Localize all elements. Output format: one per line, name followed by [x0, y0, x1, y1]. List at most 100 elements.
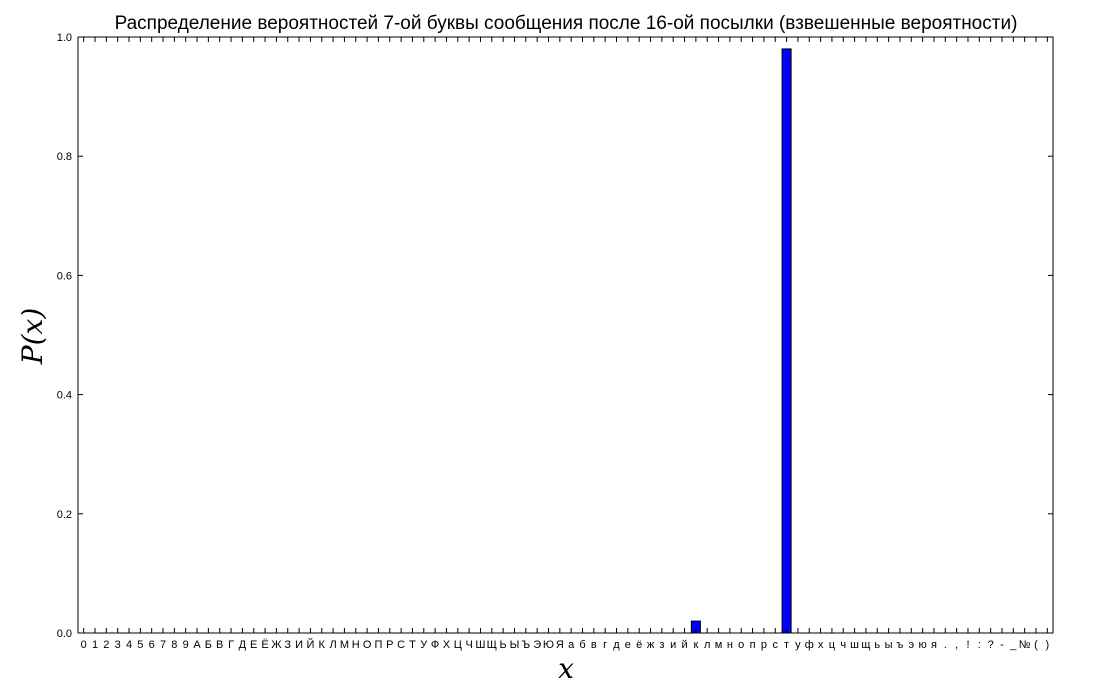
x-tick-label: Ш: [475, 639, 485, 651]
x-tick-label: с: [772, 639, 778, 651]
y-tick-label: 0.2: [57, 509, 72, 521]
chart-title: Распределение вероятностей 7-ой буквы со…: [115, 13, 1018, 34]
x-tick-label: И: [295, 639, 303, 651]
x-tick-label: П: [374, 639, 382, 651]
y-tick-label: 1.0: [57, 32, 72, 44]
x-tick-label: А: [193, 639, 201, 651]
y-tick-label: 0.8: [57, 151, 72, 163]
x-tick-label: 6: [149, 639, 155, 651]
x-tick-label: ?: [988, 639, 994, 651]
x-tick-label: У: [420, 639, 428, 651]
x-axis-label: x: [558, 652, 574, 685]
x-tick-label: 0: [81, 639, 87, 651]
x-tick-label: Л: [329, 639, 336, 651]
x-tick-label: я: [931, 639, 937, 651]
x-tick-label: н: [727, 639, 733, 651]
x-tick-label: ж: [647, 639, 655, 651]
x-tick-label: Ж: [271, 639, 281, 651]
x-tick-label: в: [591, 639, 597, 651]
x-tick-label: Ё: [261, 639, 268, 651]
x-tick-label: М: [340, 639, 349, 651]
x-tick-label: п: [750, 639, 756, 651]
x-tick-label: 1: [92, 639, 98, 651]
y-tick-label: 0.6: [57, 270, 72, 282]
x-tick-label: м: [715, 639, 723, 651]
x-tick-label: 9: [183, 639, 189, 651]
x-tick-label: ш: [850, 639, 859, 651]
x-tick-label: ): [1045, 639, 1049, 651]
x-tick-label: ю: [918, 639, 926, 651]
x-tick-label: а: [568, 639, 575, 651]
x-tick-label: й: [681, 639, 687, 651]
bar-т: [781, 48, 792, 634]
x-tick-label: б: [579, 639, 585, 651]
x-tick-label: е: [625, 639, 631, 651]
x-tick-label: щ: [861, 639, 870, 651]
x-tick-label: Ю: [543, 639, 554, 651]
x-tick-label: у: [795, 639, 801, 651]
x-tick-label: Ы: [510, 639, 520, 651]
x-tick-label: 4: [126, 639, 132, 651]
x-tick-label: Т: [409, 639, 416, 651]
x-tick-label: Д: [239, 639, 247, 651]
x-tick-label: Э: [533, 639, 541, 651]
x-tick-label: Ч: [465, 639, 472, 651]
x-tick-label: ц: [829, 639, 836, 651]
x-tick-label: .: [944, 639, 947, 651]
x-tick-label: р: [761, 639, 767, 651]
x-tick-label: !: [966, 639, 969, 651]
x-tick-label: Ь: [500, 639, 507, 651]
x-tick-label: (: [1034, 639, 1038, 651]
y-axis-label: P(x): [16, 308, 49, 365]
x-tick-label: Ф: [431, 639, 439, 651]
x-tick-label: о: [738, 639, 744, 651]
x-tick-label: 2: [103, 639, 109, 651]
x-tick-label: э: [908, 639, 914, 651]
x-tick-label: д: [613, 639, 620, 651]
x-tick-label: Й: [306, 638, 314, 651]
x-tick-label: -: [1000, 639, 1004, 651]
x-tick-label: ё: [636, 639, 642, 651]
x-tick-label: к: [693, 639, 698, 651]
y-ticks-group: 0.0 0.2 0.4 0.6 0.8 1.0: [57, 32, 1053, 640]
x-tick-label: З: [284, 639, 291, 651]
x-tick-label: г: [603, 639, 607, 651]
x-tick-label: ч: [840, 639, 846, 651]
x-tick-label: ъ: [897, 639, 904, 651]
x-tick-label: х: [818, 639, 824, 651]
y-tick-label: 0.4: [57, 390, 72, 402]
x-tick-label: и: [670, 639, 676, 651]
x-tick-label: №: [1019, 639, 1031, 651]
x-tick-label: Н: [352, 639, 360, 651]
x-tick-label: :: [978, 639, 981, 651]
x-tick-label: _: [1009, 639, 1017, 651]
x-tick-label: 3: [115, 639, 121, 651]
x-tick-label: С: [397, 639, 405, 651]
x-tick-label: Щ: [487, 639, 497, 651]
x-tick-label: 7: [160, 639, 166, 651]
x-tick-label: л: [704, 639, 710, 651]
x-tick-label: Б: [205, 639, 212, 651]
y-tick-label: 0.0: [57, 628, 72, 640]
x-tick-label: Х: [443, 639, 451, 651]
x-tick-label: К: [319, 639, 326, 651]
plot-area: [77, 36, 1054, 634]
x-tick-label: Ц: [454, 639, 462, 651]
x-tick-label: 5: [137, 639, 143, 651]
x-tick-label: ы: [885, 639, 893, 651]
x-tick-label: 8: [171, 639, 177, 651]
x-tick-label: Е: [250, 639, 257, 651]
x-tick-label: Р: [386, 639, 393, 651]
x-tick-label: т: [784, 639, 789, 651]
x-tick-label: ,: [955, 639, 958, 651]
x-tick-label: ь: [874, 639, 880, 651]
x-tick-label: Г: [228, 639, 234, 651]
x-tick-label: Ъ: [521, 639, 530, 651]
x-tick-label: з: [659, 639, 664, 651]
x-tick-label: В: [216, 639, 223, 651]
x-tick-label: О: [363, 639, 372, 651]
x-tick-label: Я: [556, 639, 564, 651]
x-tick-label: ф: [805, 639, 814, 651]
